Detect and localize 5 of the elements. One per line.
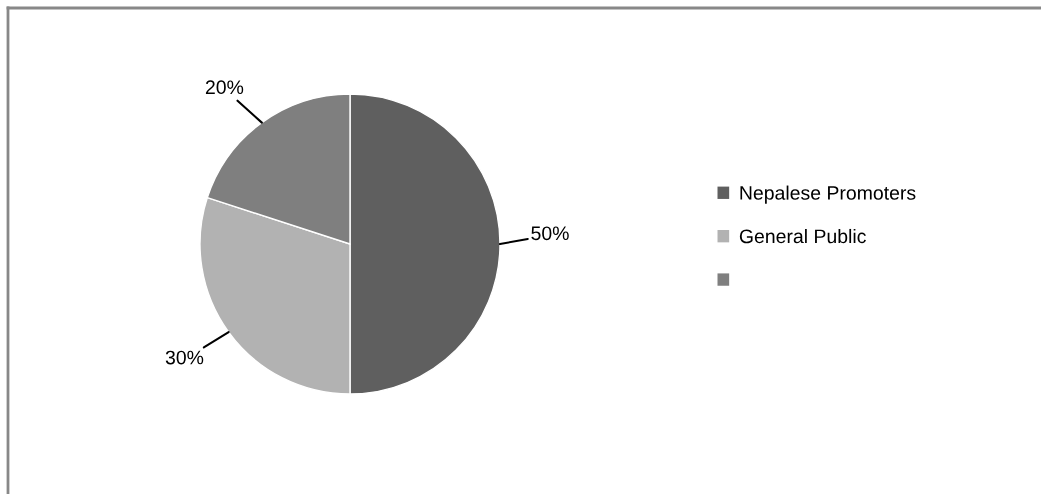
legend-label: Nepalese Promoters <box>740 185 916 204</box>
data-label: 30% <box>165 350 204 365</box>
data-label: 20% <box>205 80 244 95</box>
data-label: 50% <box>531 226 569 241</box>
legend-label: General Public <box>739 228 866 244</box>
